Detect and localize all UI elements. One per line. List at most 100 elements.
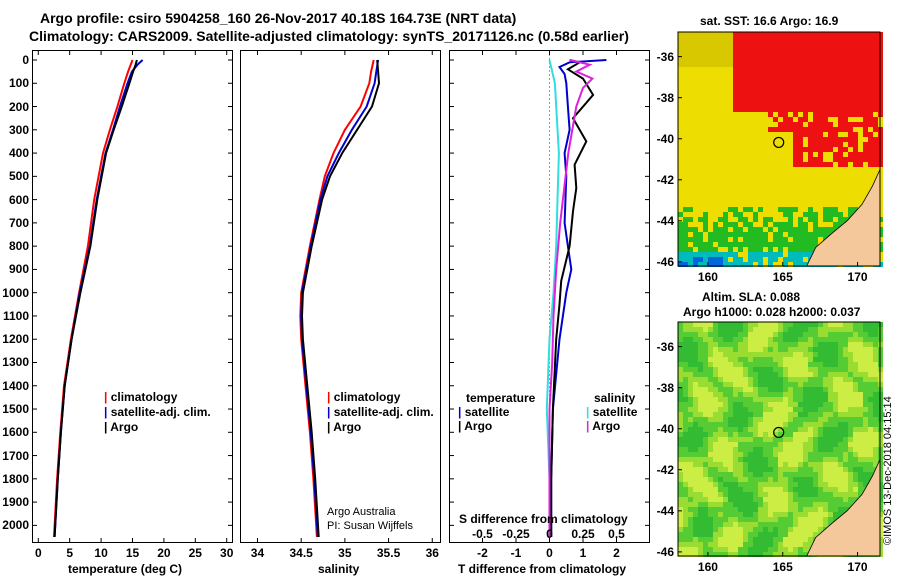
series-line-s-satellite [545, 59, 560, 537]
latitude-tick: -36 [656, 339, 674, 354]
legend-swatch-blue: | [458, 405, 462, 419]
latitude-tick: -46 [656, 544, 674, 559]
depth-tick: 800 [8, 239, 29, 254]
map-frame [677, 31, 881, 267]
series-line-climatology [53, 59, 134, 538]
sst-map-title: sat. SST: 16.6 Argo: 16.9 [700, 14, 839, 28]
latitude-tick: -38 [656, 380, 674, 395]
depth-tick: 300 [8, 122, 29, 137]
legend-swatch-black: | [104, 420, 108, 434]
sla-map-title-2: Argo h1000: 0.028 h2000: 0.037 [683, 305, 861, 319]
longitude-tick: 165 [772, 270, 793, 284]
legend-satellite-adj: satellite-adj. clim. [333, 405, 434, 419]
t-difference-tick: 0 [546, 546, 553, 560]
temperature-plot [32, 50, 233, 543]
legend-s-satellite: satellite [592, 405, 638, 419]
temperature-tick: 20 [157, 546, 171, 560]
legend-swatch-magenta: | [586, 419, 590, 433]
title-line-2: Climatology: CARS2009. Satellite-adjuste… [29, 28, 629, 44]
legend-swatch-red: | [104, 390, 108, 404]
depth-tick: 200 [8, 99, 29, 114]
series-line-satellite-adj-clim- [300, 59, 380, 538]
series-line-climatology [299, 59, 375, 538]
series-line-argo [300, 59, 381, 538]
t-difference-axis-label: T difference from climatology [458, 562, 627, 576]
longitude-tick: 170 [847, 560, 868, 574]
temperature-tick: 0 [34, 546, 42, 560]
sla-map-title-1: Altim. SLA: 0.088 [702, 290, 801, 304]
depth-tick: 1700 [2, 448, 29, 463]
legend-t-argo: Argo [464, 419, 493, 433]
legend-argo: Argo [333, 420, 362, 434]
temperature-tick: 15 [125, 546, 140, 560]
t-difference-tick: 1 [579, 546, 587, 560]
depth-tick: 1900 [2, 495, 29, 510]
latitude-tick: -40 [656, 131, 674, 146]
depth-tick: 1200 [2, 332, 29, 347]
legend-argo: Argo [110, 420, 139, 434]
salinity-tick: 35.5 [376, 546, 401, 560]
depth-tick: 500 [8, 169, 29, 184]
depth-tick: 1100 [2, 308, 29, 323]
latitude-tick: -44 [656, 503, 674, 518]
depth-tick: 1800 [2, 471, 29, 486]
salinity-plot [256, 50, 433, 543]
salinity-tick: 34.5 [289, 546, 313, 560]
series-line-satellite-adj-clim- [53, 59, 144, 538]
series-line-t-argo [550, 59, 595, 537]
series-line-s-argo [548, 59, 595, 537]
t-difference-tick: -1 [510, 546, 522, 560]
depth-tick: 2000 [2, 518, 29, 533]
salinity-tick: 34 [250, 546, 265, 560]
s-difference-tick: 0.5 [608, 527, 625, 541]
salinity-tick: 35 [338, 546, 352, 560]
legend-climatology: climatology [333, 390, 401, 404]
latitude-tick: -46 [656, 254, 674, 269]
difference-plot [449, 50, 650, 543]
legend-t-satellite: satellite [464, 405, 510, 419]
legend-swatch-black: | [327, 420, 331, 434]
latitude-tick: -42 [656, 172, 674, 187]
longitude-tick: 165 [772, 560, 793, 574]
sst-map [677, 31, 883, 267]
depth-tick: 0 [22, 53, 29, 67]
depth-tick: 600 [8, 192, 29, 207]
depth-tick: 1600 [2, 425, 29, 440]
depth-tick: 700 [8, 215, 29, 230]
legend-salinity-title: salinity [594, 391, 636, 405]
salinity-panel [240, 50, 441, 543]
legend-swatch-blue: | [327, 405, 331, 419]
title-line-1: Argo profile: csiro 5904258_160 26-Nov-2… [40, 10, 517, 26]
t-difference-tick: -2 [477, 546, 488, 560]
salinity-axis-label: salinity [318, 562, 360, 576]
float-position-marker [773, 136, 785, 149]
map-frame [677, 321, 881, 557]
latitude-tick: -36 [656, 49, 674, 64]
legend-swatch-red: | [327, 390, 331, 404]
sla-map [677, 321, 883, 557]
s-difference-tick: 0.25 [571, 527, 595, 541]
latitude-tick: -40 [656, 421, 674, 436]
legend-swatch-blue: | [104, 405, 108, 419]
legend-climatology: climatology [110, 390, 178, 404]
float-position-marker [773, 426, 785, 439]
longitude-tick: 160 [697, 270, 718, 284]
legend-swatch-black: | [458, 419, 462, 433]
longitude-tick: 160 [697, 560, 718, 574]
imos-stamp: ©IMOS 13-Dec-2018 04:15:14 [882, 396, 894, 545]
depth-tick: 100 [8, 76, 29, 91]
credit-argo-australia: Argo Australia [327, 506, 396, 518]
t-difference-tick: 2 [613, 546, 620, 560]
sla-field [678, 322, 883, 557]
depth-tick: 1000 [2, 285, 29, 300]
s-difference-axis-label: S difference from climatology [459, 512, 628, 526]
legend-temperature-title: temperature [466, 391, 536, 405]
depth-tick: 1500 [2, 402, 29, 417]
temperature-axis-label: temperature (deg C) [68, 562, 183, 576]
salinity-tick: 36 [425, 546, 439, 560]
series-line-argo [53, 59, 138, 538]
longitude-tick: 170 [847, 270, 868, 284]
legend-satellite-adj: satellite-adj. clim. [110, 405, 211, 419]
temperature-tick: 5 [66, 546, 74, 560]
s-difference-tick: -0.5 [472, 527, 493, 541]
